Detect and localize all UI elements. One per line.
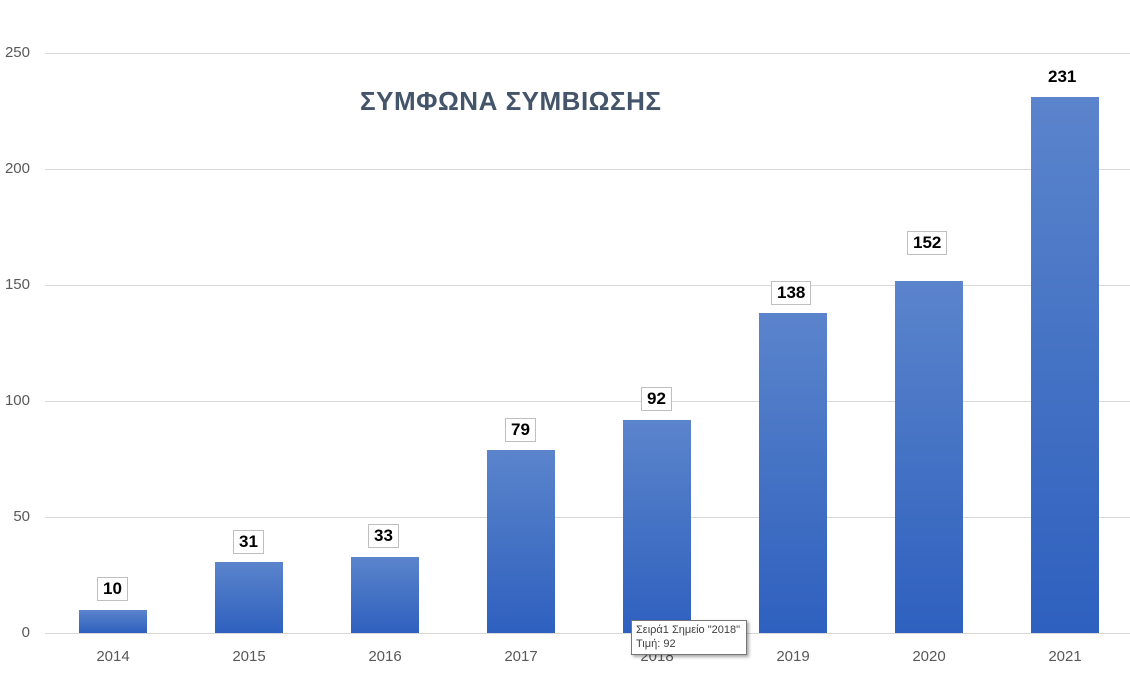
x-tick-label: 2019 xyxy=(776,648,810,665)
y-tick-label: 150 xyxy=(4,276,30,293)
data-label-2021: 231 xyxy=(1048,67,1077,86)
x-axis-line xyxy=(45,633,1130,634)
hover-tooltip: Σειρά1 Σημείο "2018" Τιμή: 92 xyxy=(631,620,747,655)
x-tick-label: 2020 xyxy=(912,648,946,665)
data-label-2017: 79 xyxy=(505,418,536,442)
bar-2020[interactable] xyxy=(895,281,963,633)
bar-2017[interactable] xyxy=(487,450,555,633)
x-tick-label: 2017 xyxy=(504,648,538,665)
bar-2014[interactable] xyxy=(79,610,147,633)
tooltip-value: Τιμή: 92 xyxy=(636,638,676,650)
x-tick-label: 2014 xyxy=(96,648,130,665)
y-tick-label: 250 xyxy=(4,44,30,61)
data-label-2016: 33 xyxy=(368,524,399,548)
x-tick-label: 2016 xyxy=(368,648,402,665)
gridline-250 xyxy=(45,53,1130,54)
bar-2018[interactable] xyxy=(623,420,691,633)
gridline-150 xyxy=(45,285,1130,286)
x-tick-label: 2015 xyxy=(232,648,266,665)
bar-2016[interactable] xyxy=(351,557,419,633)
chart-title: ΣΥΜΦΩΝΑ ΣΥΜΒΙΩΣΗΣ xyxy=(360,86,662,116)
y-tick-label: 200 xyxy=(4,160,30,177)
data-label-2015: 31 xyxy=(233,530,264,554)
data-label-2014: 10 xyxy=(97,577,128,601)
bar-2015[interactable] xyxy=(215,562,283,633)
bar-2019[interactable] xyxy=(759,313,827,633)
gridline-100 xyxy=(45,401,1130,402)
y-tick-label: 0 xyxy=(21,624,30,641)
x-tick-label: 2021 xyxy=(1048,648,1082,665)
gridline-200 xyxy=(45,169,1130,170)
bar-2021[interactable] xyxy=(1031,97,1099,633)
y-tick-label: 100 xyxy=(4,392,30,409)
gridline-50 xyxy=(45,517,1130,518)
data-label-2020: 152 xyxy=(907,231,948,255)
y-tick-label: 50 xyxy=(13,508,30,525)
data-label-2019: 138 xyxy=(771,281,812,305)
tooltip-series-point: Σειρά1 Σημείο "2018" xyxy=(636,624,740,636)
data-label-2018: 92 xyxy=(641,387,672,411)
